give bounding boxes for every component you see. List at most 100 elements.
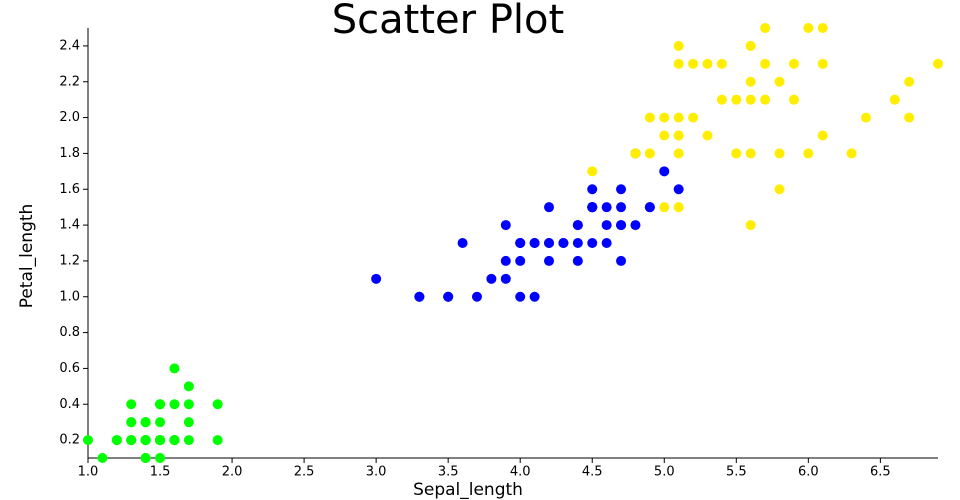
point	[515, 291, 526, 302]
point	[443, 291, 454, 302]
point	[774, 76, 785, 87]
point	[644, 112, 655, 123]
y-tick-label: 1.6	[59, 182, 80, 197]
point	[572, 238, 583, 248]
point	[673, 58, 684, 69]
point	[803, 148, 814, 159]
x-tick-label: 2.0	[222, 465, 243, 480]
point	[183, 435, 194, 446]
point	[803, 23, 814, 33]
point	[760, 94, 771, 105]
point	[745, 148, 756, 159]
point	[673, 40, 684, 51]
chart-title: Scatter Plot	[332, 0, 564, 43]
point	[183, 399, 194, 410]
point	[630, 148, 641, 159]
point	[155, 453, 166, 463]
point	[630, 220, 641, 231]
point	[572, 220, 583, 231]
point	[83, 435, 93, 446]
point	[500, 273, 511, 284]
point	[414, 291, 425, 302]
point	[659, 130, 670, 141]
point	[889, 94, 900, 105]
x-tick-label: 4.5	[582, 465, 603, 480]
point	[471, 291, 482, 302]
point	[486, 273, 497, 284]
point	[587, 202, 598, 213]
x-tick-label: 4.0	[510, 465, 531, 480]
point	[97, 453, 108, 463]
point	[515, 238, 526, 248]
x-tick-label: 2.5	[294, 465, 315, 480]
point	[673, 184, 684, 195]
point	[644, 202, 655, 213]
point	[457, 238, 468, 248]
y-tick-label: 1.4	[59, 218, 80, 233]
point	[817, 58, 828, 69]
point	[745, 220, 756, 231]
point	[558, 238, 569, 248]
point	[659, 202, 670, 213]
y-tick-label: 1.2	[59, 253, 80, 268]
point	[817, 23, 828, 33]
y-tick-label: 2.4	[59, 38, 80, 53]
point	[140, 435, 151, 446]
point	[212, 399, 223, 410]
y-tick-label: 0.2	[59, 433, 80, 448]
point	[860, 112, 871, 123]
point	[673, 112, 684, 123]
point	[169, 399, 180, 410]
x-tick-label: 3.5	[438, 465, 459, 480]
point	[544, 202, 555, 213]
point	[601, 220, 612, 231]
point	[904, 112, 915, 123]
point	[817, 130, 828, 141]
point	[673, 130, 684, 141]
point	[371, 273, 382, 284]
point	[688, 112, 699, 123]
point	[155, 435, 166, 446]
point	[183, 417, 194, 428]
point	[788, 94, 799, 105]
point	[774, 184, 785, 195]
point	[745, 40, 756, 51]
point	[529, 291, 540, 302]
point	[688, 58, 699, 69]
x-axis-label: Sepal_length	[413, 480, 523, 500]
point	[904, 76, 915, 87]
y-axis-label: Petal_length	[17, 204, 37, 309]
point	[659, 112, 670, 123]
point	[111, 435, 122, 446]
y-tick-label: 0.8	[59, 325, 80, 340]
point	[644, 148, 655, 159]
point	[515, 255, 526, 266]
y-tick-label: 2.0	[59, 110, 80, 125]
point	[716, 94, 727, 105]
point	[616, 184, 627, 195]
point	[500, 220, 511, 231]
x-tick-label: 3.0	[366, 465, 387, 480]
point	[500, 255, 511, 266]
x-tick-label: 6.0	[798, 465, 819, 480]
point	[933, 58, 943, 69]
point	[587, 238, 598, 248]
point	[659, 166, 670, 177]
point	[544, 238, 555, 248]
point	[616, 255, 627, 266]
point	[673, 202, 684, 213]
point	[544, 255, 555, 266]
point	[601, 238, 612, 248]
point	[745, 76, 756, 87]
point	[846, 148, 857, 159]
point	[760, 23, 771, 33]
y-tick-label: 1.0	[59, 289, 80, 304]
point	[529, 238, 540, 248]
x-tick-label: 1.0	[78, 465, 99, 480]
x-tick-label: 6.5	[870, 465, 891, 480]
point	[702, 58, 713, 69]
point	[183, 381, 194, 392]
point	[140, 417, 151, 428]
y-tick-label: 0.6	[59, 361, 80, 376]
point	[140, 453, 151, 463]
